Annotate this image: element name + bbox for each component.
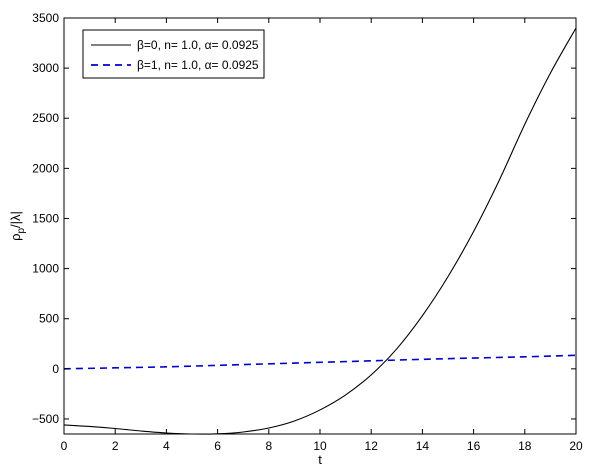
- x-tick-label-7: 14: [416, 439, 430, 453]
- x-tick-label-2: 4: [163, 439, 170, 453]
- x-tick-label-9: 18: [518, 439, 532, 453]
- ticks-layer: 0 2 4 6 8 10 12 14 16 18 20−5000500100015002000250…: [32, 11, 583, 453]
- y-tick-label-1: 0: [52, 362, 59, 376]
- y-tick-label-3: 1000: [32, 262, 59, 276]
- y-tick-label-0: −500: [32, 412, 59, 426]
- series-line-1: [63, 27, 577, 435]
- legend: β=0, n= 1.0, α= 0.0925 β=1, n= 1.0, α= 0…: [82, 29, 265, 79]
- y-tick-label-4: 1500: [32, 211, 59, 225]
- y-axis-title-main: ρ: [8, 234, 23, 241]
- x-tick-label-3: 6: [214, 439, 221, 453]
- x-tick-label-6: 12: [365, 439, 379, 453]
- legend-label-series-2: β=1, n= 1.0, α= 0.0925: [137, 58, 259, 72]
- y-tick-label-8: 3500: [32, 11, 59, 25]
- y-axis-title-sub: p: [16, 228, 27, 234]
- plot-frame: [63, 17, 577, 435]
- y-tick-label-5: 2000: [32, 161, 59, 175]
- legend-box: [82, 29, 265, 79]
- x-tick-label-5: 10: [313, 439, 327, 453]
- x-tick-label-0: 0: [61, 439, 68, 453]
- series-layer: [63, 27, 577, 435]
- x-axis-title: t: [318, 452, 322, 467]
- y-tick-label-7: 3000: [32, 61, 59, 75]
- y-axis-title: ρp/|λ|: [8, 211, 27, 241]
- series-line-2: [63, 354, 577, 370]
- y-tick-label-2: 500: [39, 312, 59, 326]
- x-tick-label-4: 8: [265, 439, 272, 453]
- x-tick-label-1: 2: [112, 439, 119, 453]
- x-tick-label-10: 20: [569, 439, 583, 453]
- y-tick-label-6: 2500: [32, 111, 59, 125]
- y-axis-title-rest: /|λ|: [8, 211, 23, 228]
- x-tick-label-8: 16: [467, 439, 481, 453]
- legend-label-series-1: β=0, n= 1.0, α= 0.0925: [137, 38, 259, 52]
